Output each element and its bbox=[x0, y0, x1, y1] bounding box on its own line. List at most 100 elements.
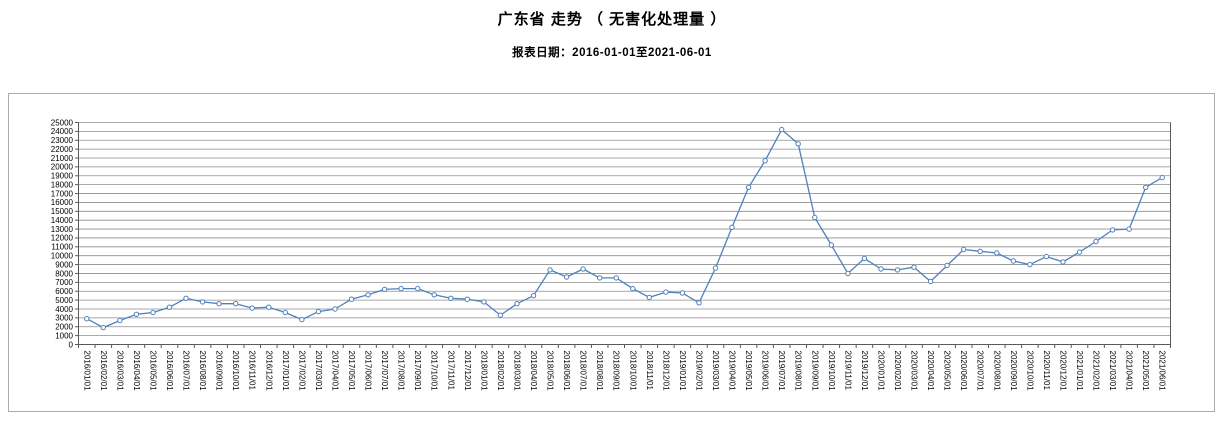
x-axis-label: 2017/04/01 bbox=[330, 351, 339, 392]
x-axis-label: 2017/10/01 bbox=[430, 351, 439, 392]
data-point-marker bbox=[1143, 184, 1149, 191]
y-axis-label: 0 bbox=[69, 340, 74, 349]
data-point-marker bbox=[381, 286, 388, 293]
x-axis-label: 2016/10/01 bbox=[231, 351, 240, 392]
x-axis-label: 2018/11/01 bbox=[645, 351, 654, 391]
x-axis-label: 2017/06/01 bbox=[364, 351, 373, 392]
data-point-marker bbox=[481, 299, 487, 305]
data-point-marker bbox=[117, 317, 123, 324]
x-axis-label: 2016/02/01 bbox=[99, 351, 108, 392]
data-point-marker bbox=[911, 264, 917, 270]
x-axis-label: 2018/03/01 bbox=[512, 351, 521, 392]
y-axis-label: 8000 bbox=[55, 269, 73, 278]
x-axis-label: 2019/07/01 bbox=[777, 351, 786, 392]
data-point-marker bbox=[415, 285, 421, 292]
y-axis-label: 17000 bbox=[51, 189, 74, 198]
x-axis-label: 2016/12/01 bbox=[264, 351, 273, 392]
data-point-marker bbox=[1093, 238, 1099, 245]
y-axis-label: 14000 bbox=[51, 216, 74, 225]
y-axis-label: 23000 bbox=[51, 136, 74, 145]
y-axis-label: 24000 bbox=[51, 127, 74, 136]
x-axis-label: 2019/05/01 bbox=[744, 351, 753, 392]
data-point-marker bbox=[696, 300, 702, 306]
y-axis-label: 9000 bbox=[55, 260, 73, 269]
data-point-marker bbox=[150, 309, 156, 316]
data-point-marker bbox=[84, 316, 90, 322]
x-axis-label: 2021/04/01 bbox=[1125, 351, 1134, 392]
x-axis-label: 2018/09/01 bbox=[612, 351, 621, 392]
y-axis-label: 1000 bbox=[55, 331, 73, 340]
x-axis-label: 2018/05/01 bbox=[546, 351, 555, 392]
data-point-marker bbox=[828, 242, 834, 248]
y-axis-label: 22000 bbox=[51, 145, 74, 154]
x-axis-label: 2020/09/01 bbox=[1009, 351, 1018, 392]
data-point-marker bbox=[646, 294, 652, 301]
data-point-marker bbox=[1043, 253, 1050, 260]
y-axis-label: 19000 bbox=[51, 172, 74, 181]
data-point-marker bbox=[332, 306, 338, 312]
x-axis-label: 2017/08/01 bbox=[397, 351, 406, 392]
data-point-marker bbox=[878, 266, 884, 272]
x-axis-label: 2017/03/01 bbox=[314, 351, 323, 392]
x-axis-label: 2018/01/01 bbox=[479, 351, 488, 392]
data-point-marker bbox=[861, 255, 868, 262]
data-point-marker bbox=[927, 278, 934, 285]
data-point-marker bbox=[315, 308, 322, 315]
data-point-marker bbox=[1027, 261, 1033, 268]
x-axis-label: 2018/12/01 bbox=[661, 351, 670, 392]
data-point-marker bbox=[845, 270, 851, 277]
x-axis-label: 2016/09/01 bbox=[215, 351, 224, 392]
x-axis-label: 2017/12/01 bbox=[463, 351, 472, 392]
x-axis-label: 2020/03/01 bbox=[910, 351, 919, 392]
data-point-marker bbox=[712, 265, 719, 271]
data-point-marker bbox=[1126, 226, 1132, 232]
x-axis-label: 2020/02/01 bbox=[893, 351, 902, 392]
data-point-marker bbox=[448, 295, 454, 302]
y-axis-label: 15000 bbox=[51, 207, 74, 216]
y-axis-label: 11000 bbox=[51, 243, 73, 252]
x-axis-label: 2019/09/01 bbox=[810, 351, 819, 392]
x-axis-label: 2016/04/01 bbox=[132, 351, 141, 392]
page-title: 广东省 走势 （ 无害化处理量 ） bbox=[497, 11, 727, 28]
y-axis-label: 3000 bbox=[55, 314, 73, 323]
data-point-marker bbox=[944, 262, 950, 269]
y-axis-label: 10000 bbox=[51, 252, 74, 261]
data-point-marker bbox=[994, 250, 1000, 256]
data-point-marker bbox=[464, 296, 470, 302]
x-axis-label: 2019/01/01 bbox=[678, 351, 687, 392]
data-point-marker bbox=[1060, 259, 1066, 265]
chart-frame: 0 1000 2000 3000 4000 5000 6000 7000 8000 9000 100… bbox=[8, 93, 1215, 412]
x-axis-label: 2021/01/01 bbox=[1075, 351, 1084, 392]
data-point-marker bbox=[183, 295, 189, 302]
y-axis-label: 4000 bbox=[55, 305, 73, 314]
data-point-marker bbox=[199, 299, 206, 305]
x-axis-label: 2020/10/01 bbox=[1025, 351, 1034, 392]
x-axis-label: 2021/02/01 bbox=[1092, 351, 1101, 392]
data-point-marker bbox=[779, 126, 785, 133]
x-axis-label: 2019/03/01 bbox=[711, 351, 720, 392]
x-axis-label: 2019/02/01 bbox=[694, 351, 703, 392]
data-point-marker bbox=[365, 292, 371, 298]
trend-line-chart: 0100020003000400050006000700080009000100… bbox=[51, 118, 1171, 392]
y-axis-label: 5000 bbox=[55, 296, 73, 305]
data-point-marker bbox=[233, 301, 239, 307]
x-axis-label: 2019/04/01 bbox=[728, 351, 737, 392]
data-point-marker bbox=[497, 312, 504, 318]
data-point-marker bbox=[961, 246, 967, 253]
data-point-marker bbox=[1159, 174, 1165, 181]
data-point-marker bbox=[663, 289, 669, 295]
x-axis-label: 2018/04/01 bbox=[529, 351, 538, 392]
trend-line bbox=[86, 128, 1163, 329]
x-axis-label: 2017/09/01 bbox=[413, 351, 422, 392]
data-point-marker bbox=[282, 309, 288, 316]
x-axis-label: 2018/10/01 bbox=[628, 351, 637, 392]
data-point-marker bbox=[514, 301, 520, 307]
x-axis-label: 2016/07/01 bbox=[182, 351, 191, 392]
x-axis-label: 2020/01/01 bbox=[876, 351, 885, 392]
x-axis-label: 2020/04/01 bbox=[926, 351, 935, 392]
x-axis-label: 2021/06/01 bbox=[1158, 351, 1167, 392]
x-axis-label: 2016/08/01 bbox=[198, 351, 207, 392]
x-axis-label: 2017/02/01 bbox=[297, 351, 306, 392]
x-axis-label: 2020/05/01 bbox=[943, 351, 952, 392]
y-axis-label: 6000 bbox=[55, 287, 73, 296]
